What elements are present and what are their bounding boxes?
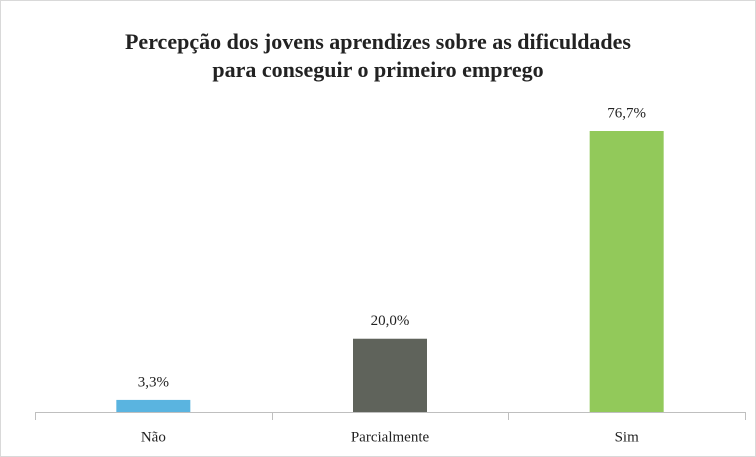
chart-title-line: Percepção dos jovens aprendizes sobre as…	[125, 29, 631, 54]
chart-title-line: para conseguir o primeiro emprego	[212, 57, 543, 82]
bar	[589, 131, 664, 412]
bar	[116, 399, 191, 412]
value-label: 20,0%	[371, 313, 410, 329]
bar	[353, 338, 427, 412]
value-label: 3,3%	[138, 374, 169, 390]
x-tick-label: Sim	[615, 429, 640, 445]
x-tick-label: Não	[141, 429, 166, 445]
value-label: 76,7%	[607, 105, 646, 121]
x-tick-label: Parcialmente	[351, 429, 430, 445]
